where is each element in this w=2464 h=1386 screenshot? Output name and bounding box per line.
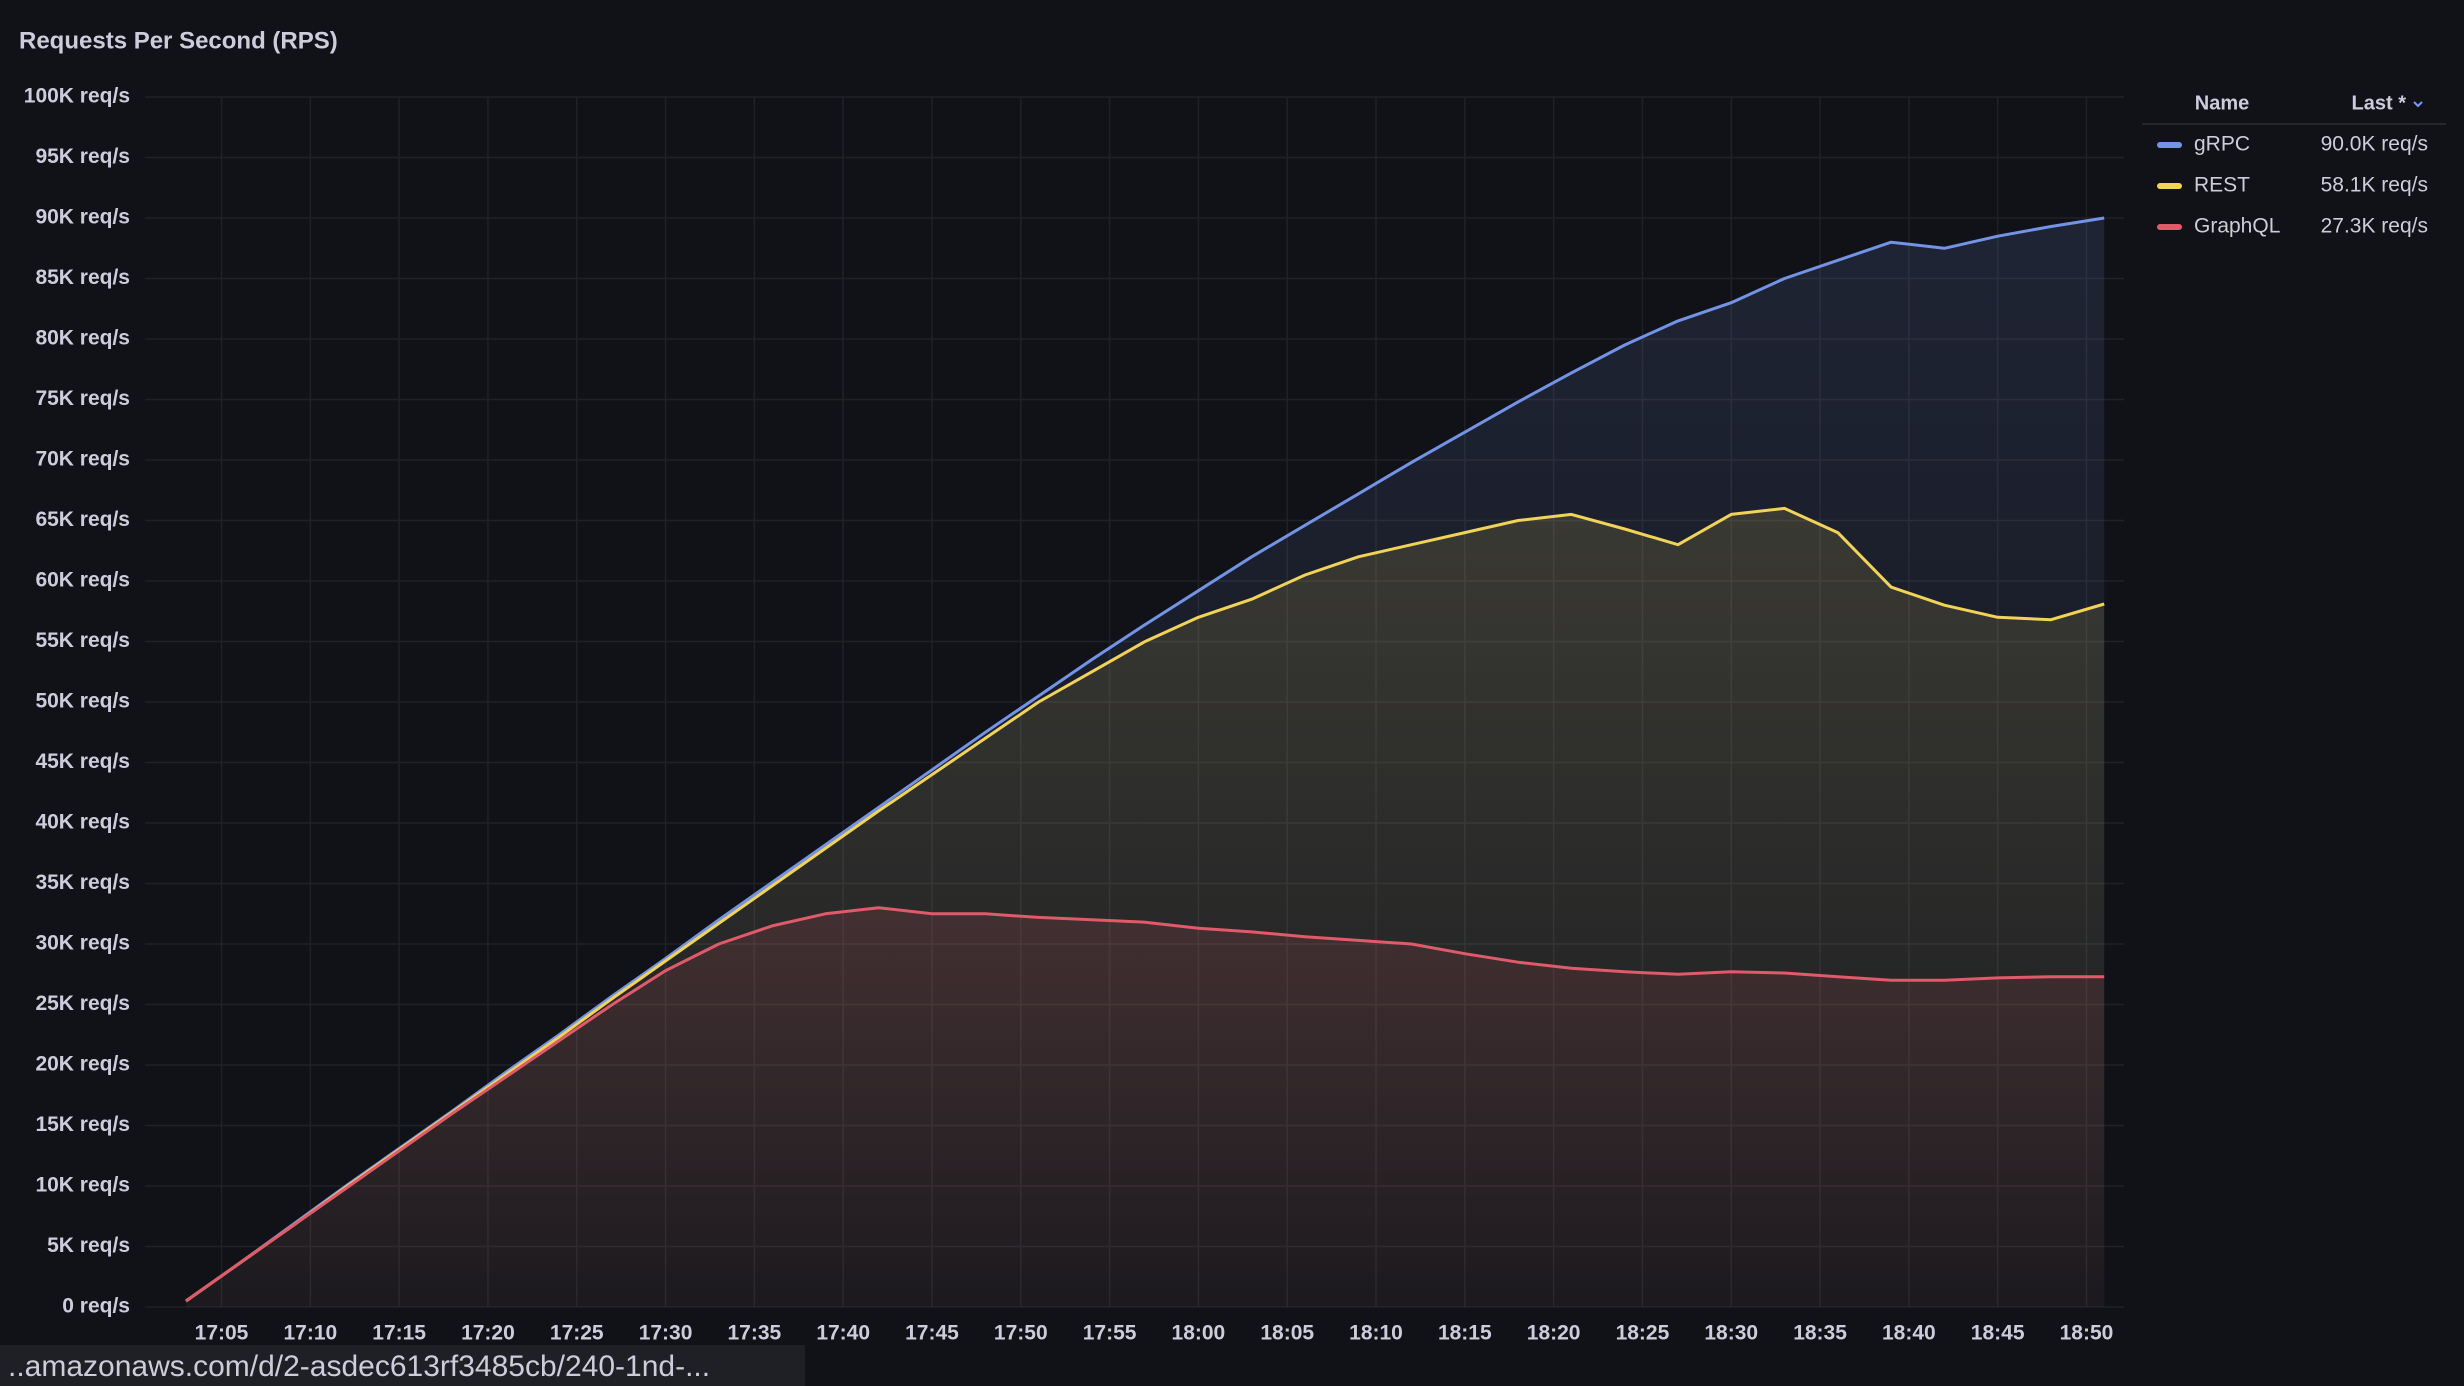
legend-last: 58.1K req/s (2321, 174, 2428, 197)
x-tick-label: 17:15 (372, 1322, 426, 1345)
x-tick-label: 17:40 (816, 1322, 870, 1345)
x-tick-label: 17:50 (994, 1322, 1048, 1345)
x-tick-label: 17:20 (461, 1322, 515, 1345)
y-tick-label: 90K req/s (35, 206, 130, 229)
series-line (185, 506, 2105, 1303)
x-tick-label: 18:20 (1527, 1322, 1581, 1345)
legend-swatch (2157, 142, 2182, 148)
y-tick-label: 60K req/s (35, 569, 130, 592)
y-tick-label: 55K req/s (35, 629, 130, 652)
x-tick-label: 18:30 (1704, 1322, 1758, 1345)
status-bar (0, 1345, 805, 1386)
legend-header-last[interactable]: Last * (2352, 92, 2407, 114)
y-tick-label: 100K req/s (24, 85, 130, 108)
y-tick-label: 45K req/s (35, 750, 130, 773)
y-tick-label: 70K req/s (35, 448, 130, 471)
y-tick-label: 50K req/s (35, 690, 130, 713)
y-tick-label: 35K req/s (35, 871, 130, 894)
x-tick-label: 18:35 (1793, 1322, 1847, 1345)
x-tick-label: 18:10 (1349, 1322, 1403, 1345)
x-tick-label: 17:10 (283, 1322, 337, 1345)
panel-title: Requests Per Second (RPS) (19, 27, 338, 54)
series-line (185, 216, 2105, 1303)
legend-name: REST (2194, 174, 2250, 197)
y-tick-label: 25K req/s (35, 992, 130, 1015)
x-tick-label: 18:15 (1438, 1322, 1492, 1345)
legend-header-name[interactable]: Name (2195, 92, 2249, 114)
x-tick-label: 18:40 (1882, 1322, 1936, 1345)
series-line (185, 906, 2105, 1303)
legend-name: GraphQL (2194, 215, 2280, 238)
legend-swatch (2157, 224, 2182, 230)
legend-swatch (2157, 183, 2182, 189)
x-tick-label: 17:45 (905, 1322, 959, 1345)
status-url: ..amazonaws.com/d/2-asdec613rf3485cb/240… (8, 1350, 710, 1383)
legend-last: 27.3K req/s (2321, 215, 2428, 238)
y-tick-label: 80K req/s (35, 327, 130, 350)
area-fill (186, 907, 2105, 1307)
x-tick-label: 17:35 (728, 1322, 782, 1345)
x-tick-label: 17:25 (550, 1322, 604, 1345)
y-tick-label: 85K req/s (35, 266, 130, 289)
x-tick-label: 18:45 (1971, 1322, 2025, 1345)
y-tick-label: 65K req/s (35, 508, 130, 531)
x-tick-label: 17:05 (195, 1322, 249, 1345)
sort-icon[interactable] (2413, 101, 2423, 108)
x-tick-label: 18:25 (1616, 1322, 1670, 1345)
y-tick-label: 5K req/s (47, 1234, 130, 1257)
x-tick-label: 17:55 (1083, 1322, 1137, 1345)
x-tick-label: 18:50 (2060, 1322, 2114, 1345)
legend-last: 90.0K req/s (2321, 133, 2428, 156)
y-tick-label: 10K req/s (35, 1174, 130, 1197)
x-tick-label: 17:30 (639, 1322, 693, 1345)
x-tick-label: 18:05 (1260, 1322, 1314, 1345)
y-tick-label: 20K req/s (35, 1053, 130, 1076)
y-tick-label: 0 req/s (62, 1295, 130, 1318)
y-tick-label: 15K req/s (35, 1113, 130, 1136)
y-tick-label: 95K req/s (35, 145, 130, 168)
legend-name: gRPC (2194, 133, 2250, 156)
x-tick-label: 18:00 (1172, 1322, 1226, 1345)
y-tick-label: 75K req/s (35, 387, 130, 410)
y-tick-label: 40K req/s (35, 811, 130, 834)
y-tick-label: 30K req/s (35, 932, 130, 955)
